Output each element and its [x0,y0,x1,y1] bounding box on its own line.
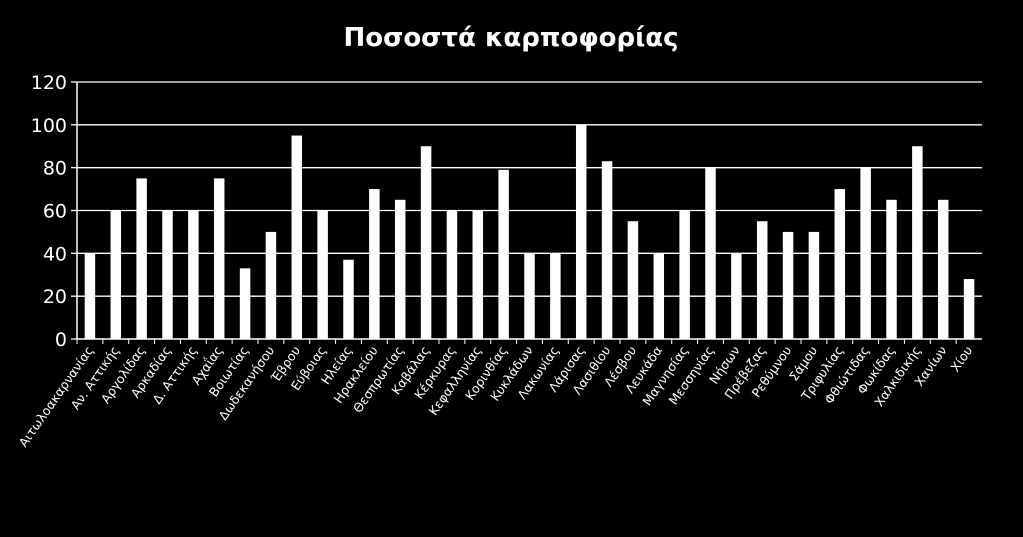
bar [731,253,742,339]
bar [705,167,716,339]
bar [679,210,690,339]
bar [136,178,147,339]
chart-title: Ποσοστά καρποφορίας [343,23,678,53]
bar [84,253,96,339]
bar [188,210,199,339]
bar [472,210,484,339]
bar [369,189,380,339]
bar [756,221,768,339]
bar [937,199,949,339]
y-tick-label: 0 [55,329,67,351]
bar [601,161,613,339]
bar [860,167,871,339]
bar [524,253,535,339]
bar [291,135,303,339]
bar [834,189,846,339]
bar [808,231,820,339]
bar [213,178,225,339]
bar [446,210,458,339]
y-tick-label: 60 [43,201,67,223]
bar [317,210,328,339]
bar [963,279,975,339]
bar [162,210,173,339]
bar [912,146,923,339]
y-tick-label: 80 [43,158,67,180]
bar [782,231,794,339]
bar [653,253,665,339]
y-tick-label: 20 [43,286,67,308]
bar [498,169,509,339]
bar [550,253,561,339]
y-axis-ticks: 0 20 40 60 80 100 120 [31,72,77,351]
bar [420,146,432,339]
bar [394,199,406,339]
bar [627,221,639,339]
bar [343,259,354,339]
bar [265,231,277,339]
bar [575,124,587,339]
y-tick-label: 40 [43,243,67,265]
bar [886,199,897,339]
bar [239,268,251,339]
y-tick-label: 100 [31,115,67,137]
bar [110,210,122,339]
y-tick-label: 120 [31,72,67,94]
bars [84,124,975,339]
